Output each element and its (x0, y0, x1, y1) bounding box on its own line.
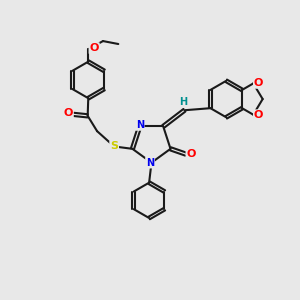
Text: S: S (110, 142, 118, 152)
Text: O: O (186, 149, 196, 159)
Text: N: N (136, 120, 144, 130)
Text: N: N (146, 158, 154, 168)
Text: O: O (89, 43, 99, 53)
Text: O: O (64, 108, 73, 118)
Text: H: H (179, 97, 187, 107)
Text: O: O (254, 110, 263, 120)
Text: O: O (254, 78, 263, 88)
